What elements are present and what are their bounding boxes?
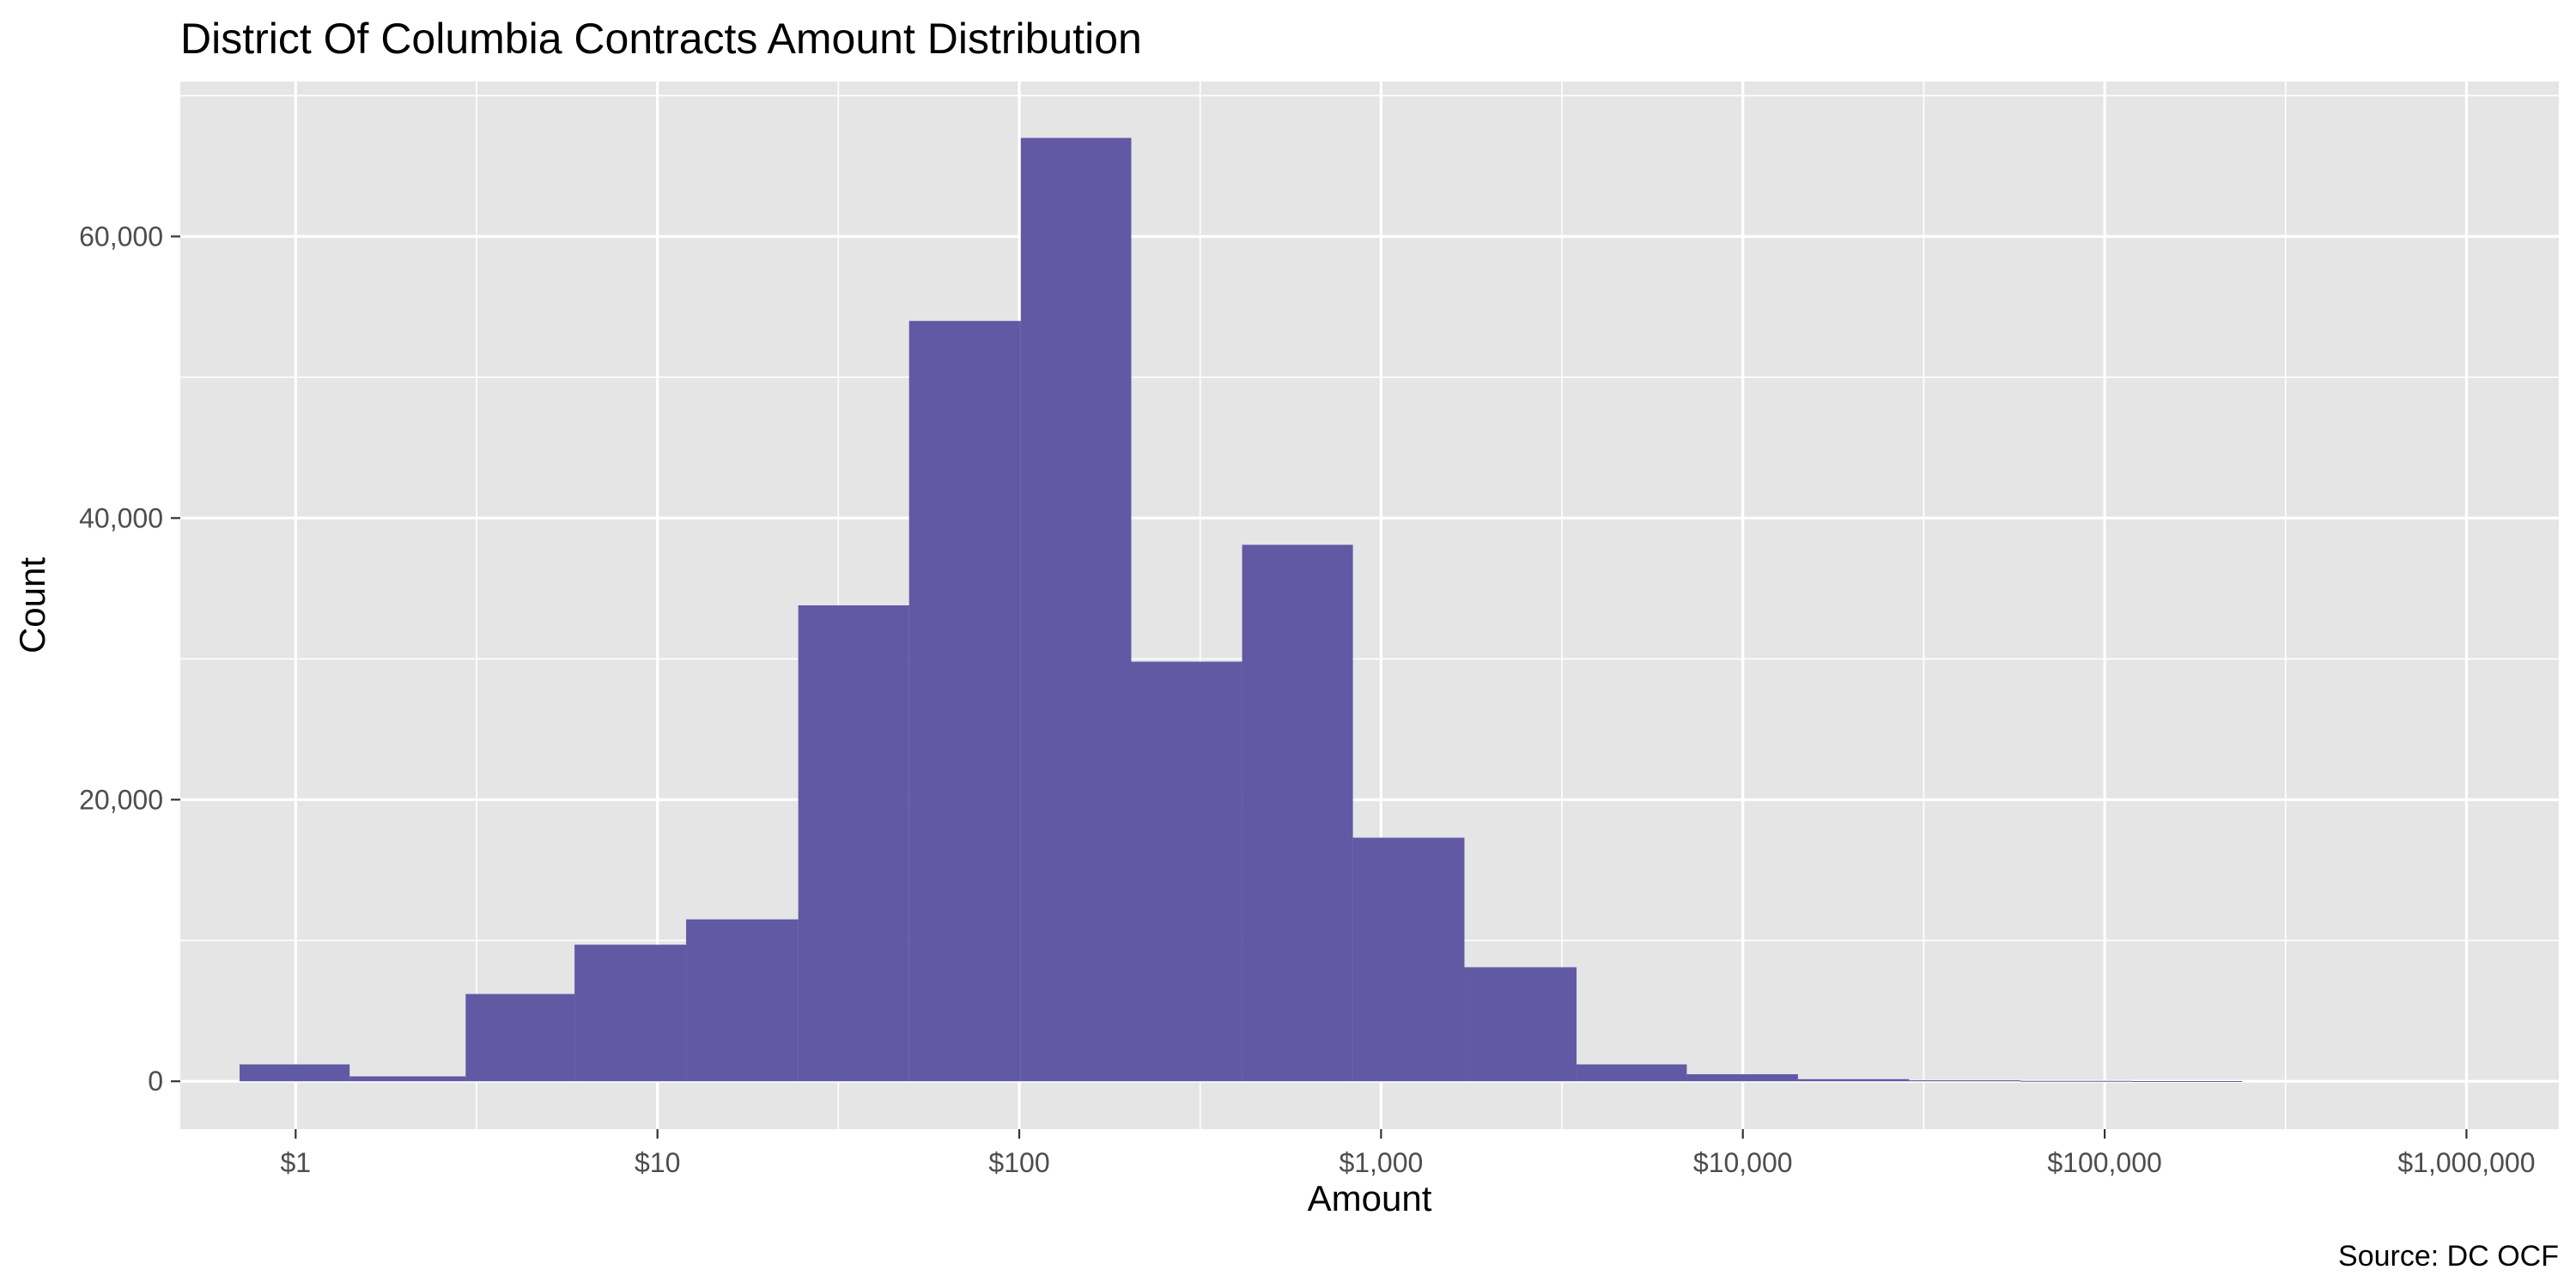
x-tick-label: $10,000 [1693,1147,1793,1178]
y-axis-title: Count [12,557,52,653]
histogram-bar [1020,137,1132,1082]
histogram-bars [240,137,2243,1083]
histogram-bar [2131,1081,2243,1083]
histogram-bar [349,1076,466,1082]
histogram-bar [1797,1078,1910,1082]
histogram-bar [1909,1080,2020,1082]
chart-title: District Of Columbia Contracts Amount Di… [180,15,1142,63]
y-axis-ticks: 0 20,000 40,000 60,000 [79,221,180,1097]
x-tick-label: $1 [281,1147,312,1178]
histogram-bar [2020,1080,2132,1082]
histogram-bar [574,945,687,1082]
histogram-bar [1352,837,1465,1082]
histogram-bar [1242,544,1353,1082]
histogram-bar [1686,1074,1798,1082]
x-axis-ticks: $1 $10 $100 $1,000 $10,000 $100,000 $1,000,000 [281,1129,2536,1178]
histogram-bar [798,605,909,1082]
histogram-bar [1464,967,1577,1082]
histogram-bar [240,1064,350,1082]
y-tick-label: 60,000 [79,221,163,252]
y-tick-label: 20,000 [79,784,163,815]
x-tick-label: $1,000 [1339,1147,1423,1178]
histogram-bar [686,919,799,1082]
x-axis-title: Amount [1308,1178,1432,1218]
histogram-bar [1131,661,1242,1082]
histogram-bar [1577,1064,1687,1082]
x-tick-label: $1,000,000 [2397,1147,2535,1178]
x-tick-label: $10 [635,1147,680,1178]
chart-caption: Source: DC OCF [2338,1240,2559,1273]
x-tick-label: $100 [988,1147,1049,1178]
histogram-bar [908,320,1021,1082]
y-tick-label: 0 [148,1066,163,1097]
histogram-bar [465,993,575,1082]
y-tick-label: 40,000 [79,502,163,533]
x-tick-label: $100,000 [2047,1147,2161,1178]
